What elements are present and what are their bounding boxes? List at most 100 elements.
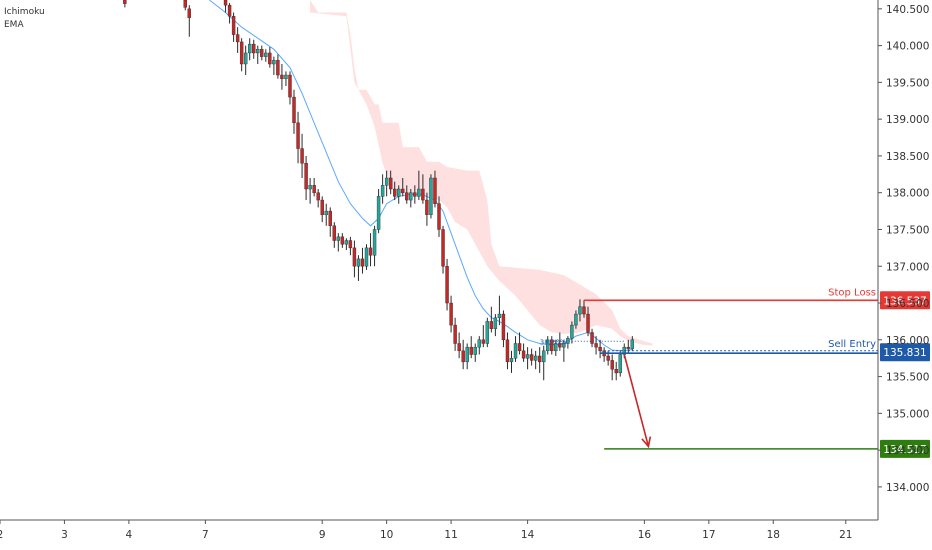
candle: [529, 348, 534, 366]
ema-line: [209, 0, 633, 352]
candle-body: [296, 122, 300, 149]
candle-body: [461, 350, 465, 363]
candle-body: [405, 192, 409, 201]
candle-body: [243, 52, 248, 65]
y-tick-label: 137.500: [886, 224, 929, 236]
candle-body: [316, 192, 320, 201]
candle-body: [493, 317, 498, 329]
candle: [376, 189, 381, 234]
candle-body: [453, 324, 457, 344]
price-tag-label: 134.517: [883, 444, 926, 456]
candle-body: [505, 339, 510, 363]
candle: [352, 240, 357, 278]
legend-ema[interactable]: EMA: [4, 20, 24, 30]
candle-body: [473, 346, 477, 355]
candle: [533, 350, 538, 370]
candle-body: [376, 196, 381, 230]
candle: [252, 39, 256, 59]
trade-levels: Stop Loss 136.537 Sell Entry 135.831 134.517: [583, 287, 930, 458]
candle: [574, 310, 578, 329]
candle: [461, 339, 465, 370]
candle-body: [626, 346, 630, 349]
y-tick-label: 139.000: [886, 114, 929, 126]
y-tick-label: 140.000: [886, 41, 929, 53]
candle-body: [457, 343, 461, 352]
candle: [509, 350, 514, 373]
candle: [272, 56, 276, 76]
y-tick-label: 137.000: [886, 261, 929, 273]
candle: [292, 89, 296, 134]
candle-body: [264, 52, 268, 57]
candle: [445, 258, 449, 311]
candle-body: [513, 343, 518, 359]
candle-body: [336, 236, 341, 241]
candle-body: [380, 185, 385, 197]
candle-body: [360, 258, 365, 267]
candle-body: [445, 266, 449, 304]
candle-body: [268, 52, 272, 65]
candle-body: [280, 74, 284, 79]
candle: [223, 0, 228, 13]
candle: [388, 170, 393, 195]
candle: [312, 177, 316, 197]
candle: [546, 336, 550, 355]
candle-body: [401, 188, 405, 193]
candle-body: [324, 210, 328, 215]
candle-body: [550, 339, 554, 352]
level-name: Sell Entry: [828, 339, 876, 350]
candle-body: [372, 229, 377, 256]
candle: [324, 203, 328, 226]
candle-body: [477, 339, 481, 348]
candle: [465, 343, 469, 370]
candle-body: [284, 74, 288, 79]
candle: [501, 310, 506, 348]
price-tag-label: 135.831: [883, 347, 926, 359]
candle-body: [187, 8, 191, 18]
candle-body: [392, 188, 397, 197]
candle: [344, 238, 349, 251]
candle-body: [388, 177, 393, 190]
y-tick-label: 136.500: [886, 298, 929, 310]
candle-body: [368, 247, 373, 256]
candle: [340, 233, 345, 248]
candle-body: [586, 313, 590, 333]
candle: [449, 295, 453, 333]
x-tick-label: 17: [702, 529, 715, 541]
candle-body: [256, 49, 260, 54]
candle-body: [344, 240, 349, 245]
candle: [566, 336, 570, 349]
candle: [187, 5, 191, 37]
candle-body: [231, 15, 236, 35]
legend-ichimoku[interactable]: Ichimoku: [4, 7, 45, 17]
candle: [248, 38, 252, 61]
candle: [123, 0, 127, 8]
candlestick-series: [123, 0, 635, 381]
candle: [332, 222, 336, 248]
candle: [437, 196, 441, 237]
candle-body: [433, 177, 437, 204]
candle: [469, 336, 473, 359]
fibonacci-level: 38.20%: [540, 338, 625, 346]
candle-body: [248, 43, 252, 54]
candle-body: [304, 163, 308, 190]
candle-body: [417, 188, 421, 197]
candle: [550, 336, 554, 355]
cloud-area: [310, 0, 653, 346]
price-tag: [880, 291, 930, 310]
candle-body: [340, 236, 345, 245]
candle-body: [542, 350, 546, 363]
candle: [276, 54, 280, 79]
candle: [360, 247, 365, 274]
candle-body: [570, 324, 574, 339]
candle-body: [312, 185, 316, 193]
candle-body: [441, 229, 445, 267]
candle: [380, 174, 385, 204]
candle-body: [614, 369, 618, 374]
candle: [227, 2, 232, 24]
candle: [356, 255, 361, 281]
candle: [521, 343, 526, 362]
candle: [413, 185, 417, 204]
candle-body: [409, 192, 413, 201]
candle-body: [574, 313, 578, 326]
